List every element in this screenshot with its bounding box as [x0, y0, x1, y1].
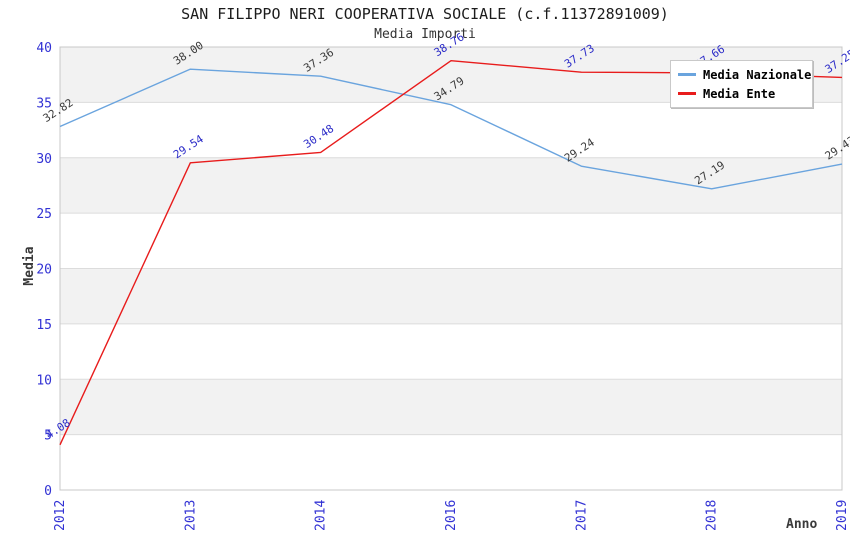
legend-label: Media Ente — [703, 86, 776, 101]
y-tick-label: 5 — [44, 429, 52, 444]
data-point-label: 30.48 — [301, 122, 336, 151]
x-tick-label: 2017 — [574, 500, 589, 531]
y-tick-label: 15 — [36, 318, 52, 333]
data-point-label: 29.43 — [823, 134, 850, 163]
legend-label: Media Nazionale — [703, 67, 812, 82]
line-swatch-icon — [678, 73, 696, 76]
x-axis-title: Anno — [786, 517, 818, 532]
y-tick-label: 40 — [36, 41, 52, 56]
series-line-media-nazionale — [59, 68, 843, 190]
plot-band — [60, 157, 842, 214]
legend-item-media-nazionale: Media Nazionale — [678, 65, 812, 84]
plot-band — [60, 379, 842, 435]
plot-band — [60, 268, 842, 324]
y-tick-label: 30 — [36, 152, 52, 167]
y-tick-label: 25 — [36, 207, 52, 222]
chart-title: SAN FILIPPO NERI COOPERATIVA SOCIALE (c.… — [181, 5, 669, 23]
x-tick-label: 2019 — [835, 500, 850, 531]
x-tick-label: 2014 — [314, 500, 329, 531]
legend: Media Nazionale Media Ente — [670, 60, 813, 108]
y-tick-label: 35 — [36, 96, 52, 111]
plot-border — [59, 46, 843, 491]
chart-subtitle: Media Importi — [374, 27, 476, 42]
x-tick-label: 2012 — [53, 500, 68, 531]
line-swatch-icon — [678, 92, 696, 95]
legend-item-media-ente: Media Ente — [678, 84, 812, 103]
data-point-label: 29.54 — [171, 132, 206, 161]
y-axis-title: Media — [22, 246, 37, 286]
y-tick-label: 10 — [36, 373, 52, 388]
x-tick-label: 2016 — [444, 500, 459, 531]
x-tick-label: 2013 — [183, 500, 198, 531]
y-tick-label: 0 — [44, 484, 52, 499]
x-tick-label: 2018 — [705, 500, 720, 531]
y-tick-label: 20 — [36, 263, 52, 278]
